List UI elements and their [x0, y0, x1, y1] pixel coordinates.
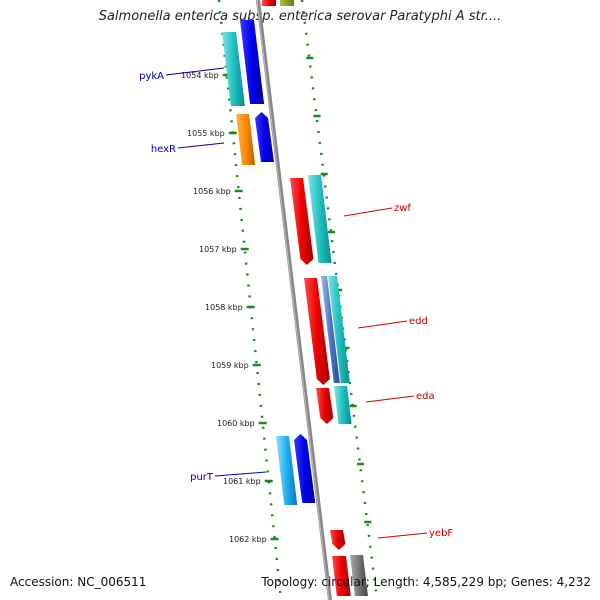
gene-leader-line [365, 395, 415, 403]
topology-text: Topology: circular; Length: 4,585,229 bp… [261, 575, 591, 589]
kbp-tick-label: 1058 kbp [205, 303, 243, 312]
backbone-line [256, 0, 332, 600]
gene-leader-line [343, 207, 393, 217]
gene-top-olive [280, 0, 294, 6]
gene-hexR-orange [236, 114, 256, 165]
gene-purT-blue [294, 434, 316, 503]
gene-leader-line [357, 320, 408, 329]
gene-pykA-blue [240, 20, 265, 104]
gene-label-purT[interactable]: purT [190, 472, 214, 483]
kbp-tick-label: 1061 kbp [223, 477, 261, 486]
accession-text: Accession: NC_006511 [10, 575, 147, 589]
gene-eda-red [316, 388, 334, 424]
gene-pykA-cyan [222, 32, 245, 106]
kbp-tick-label: 1055 kbp [187, 129, 225, 138]
gene-label-pykA[interactable]: pykA [139, 71, 164, 82]
gene-edd-steel [321, 276, 340, 383]
gene-edd-cyan [328, 276, 350, 383]
kbp-tick-label: 1056 kbp [193, 187, 231, 196]
gene-leader-line [377, 532, 428, 539]
gene-yebF-red [330, 530, 346, 550]
gene-leader-line [165, 67, 225, 76]
gene-top-red [262, 0, 276, 6]
gene-label-edd[interactable]: edd [409, 316, 428, 327]
right-outer-track [300, 0, 379, 600]
gene-zwf-cyan [308, 175, 332, 263]
gene-leader-line [177, 142, 225, 149]
gene-label-hexR[interactable]: hexR [151, 144, 176, 155]
gene-label-yebF[interactable]: yebF [429, 528, 453, 539]
gene-eda-cyan [334, 386, 352, 424]
kbp-tick-label: 1054 kbp [181, 71, 219, 80]
kbp-tick-label: 1062 kbp [229, 535, 267, 544]
gene-purT-sky [276, 436, 298, 505]
backbone-highlight [256, 0, 330, 600]
gene-label-group: pykA hexR zwf edd eda purT yebF [139, 67, 453, 539]
gene-leader-line [214, 471, 267, 477]
kbp-tick-label: 1060 kbp [217, 419, 255, 428]
gene-label-zwf[interactable]: zwf [394, 203, 411, 214]
gene-edd-red [304, 278, 330, 385]
kbp-tick-label: 1057 kbp [199, 245, 237, 254]
gene-label-eda[interactable]: eda [416, 391, 435, 402]
left-outer-track [217, 0, 283, 600]
gene-hexR-blue [255, 112, 274, 162]
gene-zwf-red [290, 178, 314, 265]
gene-bottom-grey [350, 555, 368, 596]
map-title: Salmonella enterica subsp. enterica sero… [98, 9, 502, 24]
gene-bottom-red [332, 556, 351, 596]
gene-group [222, 20, 368, 596]
kbp-tick-label: 1059 kbp [211, 361, 249, 370]
